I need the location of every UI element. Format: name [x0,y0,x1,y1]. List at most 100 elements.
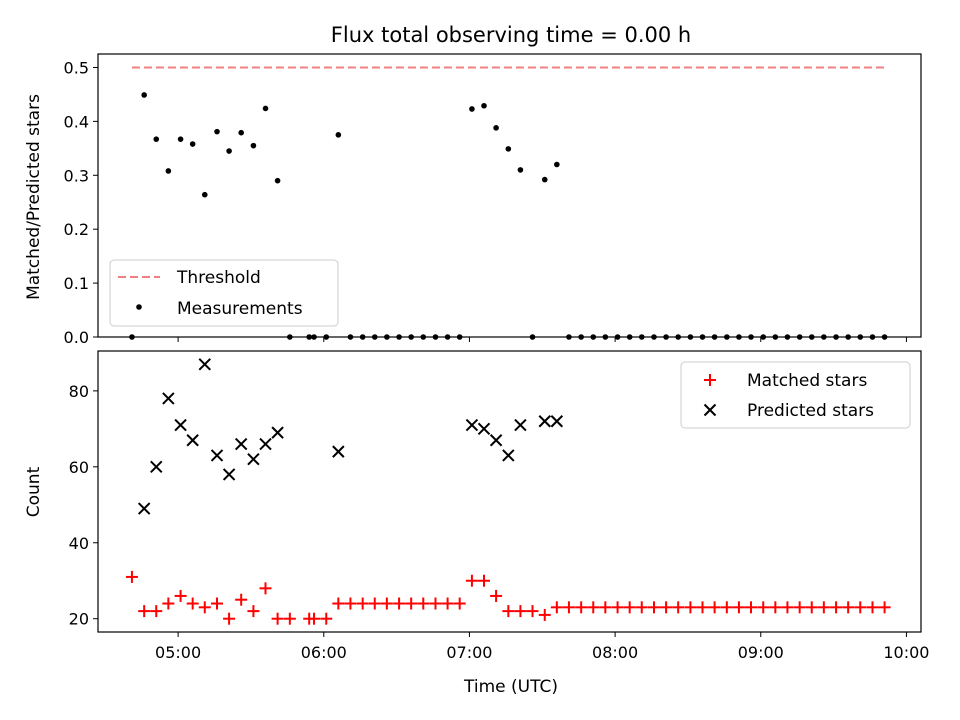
matched-stars-point [356,597,369,610]
measurement-point [214,128,220,135]
x-tick-label: 05:00 [155,643,201,662]
predicted-stars-point [137,502,151,515]
x-tick-label: 10:00 [883,643,929,662]
legend-predicted-swatch [703,403,717,417]
matched-stars-point [805,601,818,614]
matched-stars-point [866,601,879,614]
legend-measurement-label: Measurements [177,299,303,319]
x-tick-label: 06:00 [301,643,347,662]
legend-box [109,259,339,327]
predicted-stars-point [550,415,564,428]
y-tick-label: 0.0 [64,328,89,347]
matched-stars-point [162,597,175,610]
measurement-point [189,141,196,147]
matched-stars-point [344,597,357,610]
predicted-stars-point [465,418,479,432]
predicted-stars-point [259,437,272,451]
matched-stars-point [465,574,478,587]
matched-stars-point [793,601,806,614]
ratio-plot-frame [97,53,922,338]
matched-stars-point [708,601,721,614]
matched-stars-point [368,597,381,610]
y-tick-label: 40 [69,534,89,553]
count-legend: Matched stars Predicted stars [680,361,911,429]
matched-stars-point [417,597,430,610]
measurement-point [493,125,499,131]
measurement-point [541,176,548,183]
matched-stars-point [393,597,406,610]
predicted-stars-point [332,445,345,458]
matched-stars-point [514,605,527,618]
matched-stars-point [757,601,770,614]
y-tick-label: 0.2 [64,220,89,239]
matched-stars-point [283,612,296,625]
matched-stars-point [854,601,867,614]
legend-measurement-swatch [136,304,142,310]
matched-stars-point [647,601,660,614]
matched-stars-point [332,597,345,610]
x-tick-label: 09:00 [738,643,784,662]
y-tick-label: 0.1 [64,274,89,293]
ratio-y-axis-label: Matched/Predicted stars [24,94,44,300]
legend-matched-swatch [704,374,716,386]
legend-threshold-label: Threshold [176,268,261,288]
measurement-point [517,167,524,173]
predicted-stars-point [538,415,551,428]
predicted-stars-point [514,418,527,432]
matched-stars-point [623,601,636,614]
measurement-point [165,168,172,174]
matched-stars-point [271,612,284,625]
matched-stars-point [526,605,539,618]
legend-box [680,361,911,429]
y-tick-label: 80 [69,382,89,401]
matched-stars-point [878,601,891,614]
predicted-stars-point [502,449,515,462]
matched-stars-point [259,582,272,595]
matched-stars-point [781,601,794,614]
matched-stars-point [502,605,515,618]
matched-stars-point [186,597,199,610]
predicted-stars-point [198,358,211,371]
matched-stars-point [138,605,151,618]
predicted-stars-point [210,449,224,462]
measurement-point [238,129,244,136]
measurement-point [554,161,560,168]
measurement-point [177,136,184,142]
matched-stars-point [732,601,745,614]
measurement-point [481,102,487,109]
predicted-stars-point [234,437,248,451]
matched-stars-point [599,601,612,614]
measurement-point [201,191,208,198]
predicted-stars-point [162,392,175,405]
matched-stars-point [405,597,418,610]
matched-stars-point [441,597,454,610]
chart-title: Flux total observing time = 0.00 h [331,23,691,47]
predicted-stars-point [489,434,503,447]
matched-stars-point [562,601,575,614]
predicted-stars-point [271,426,284,439]
count-plot-frame [97,350,922,633]
legend-predicted-label: Predicted stars [747,401,874,421]
measurement-point [262,105,269,112]
matched-stars-point [478,574,491,587]
x-tick-label: 07:00 [446,643,492,662]
matched-stars-point [174,589,187,602]
y-tick-label: 60 [69,458,89,477]
matched-stars-point [198,601,211,614]
matched-stars-point [538,608,551,621]
matched-stars-point [453,597,466,610]
measurement-point [141,92,147,98]
ratio-legend: Threshold Measurements [109,259,339,327]
matched-stars-point [587,601,600,614]
legend-matched-label: Matched stars [747,371,867,391]
measurement-point [226,148,232,154]
x-tick-label: 08:00 [592,643,638,662]
matched-stars-point [550,601,563,614]
matched-stars-point [429,597,442,610]
count-panel: 05:00 06:00 07:00 08:00 09:00 10:00 20 40 60 80 Ma… [69,350,929,662]
y-tick-label: 0.4 [64,112,89,131]
matched-stars-point [211,597,224,610]
matched-stars-point [150,605,163,618]
matched-stars-point [769,601,782,614]
